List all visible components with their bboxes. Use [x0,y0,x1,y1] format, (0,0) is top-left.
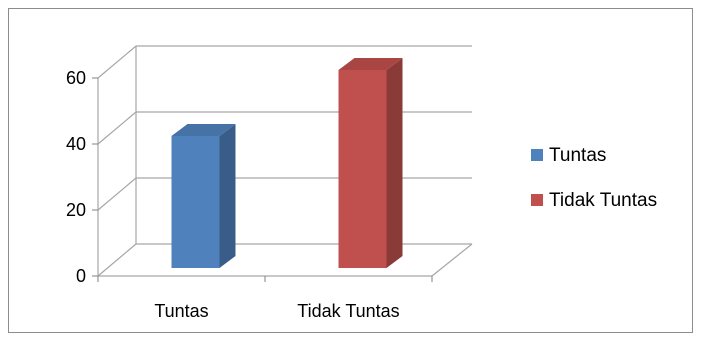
gridline-side [97,45,137,79]
bar-top [171,124,236,136]
legend-label[interactable]: Tuntas [549,145,606,166]
bar-top [338,58,403,70]
bar-side [386,58,403,268]
gridline-side [97,177,137,211]
gridline-side [97,111,137,145]
legend-swatch [531,194,543,206]
bars [171,58,403,268]
legend-swatch [531,149,543,161]
bar-side [219,124,236,268]
y-axis: 0 20 40 60 [66,68,98,286]
y-tick-label: 60 [66,68,86,88]
y-tick-label: 40 [66,134,86,154]
legend-label[interactable]: Tidak Tuntas [549,190,657,211]
y-tick-label: 0 [76,266,86,286]
y-tick-label: 20 [66,200,86,220]
floor-right-edge [431,243,473,277]
chart-walls [97,46,137,276]
x-tick-label: Tuntas [154,301,208,321]
gridlines [97,45,473,277]
x-tick-label: Tidak Tuntas [297,301,399,321]
legend[interactable]: Tuntas Tidak Tuntas [531,145,657,211]
bar-tidak-tuntas[interactable] [338,70,387,268]
gridline-side [97,243,137,277]
x-axis: Tuntas Tidak Tuntas [97,276,433,321]
bar-tuntas[interactable] [171,136,220,268]
